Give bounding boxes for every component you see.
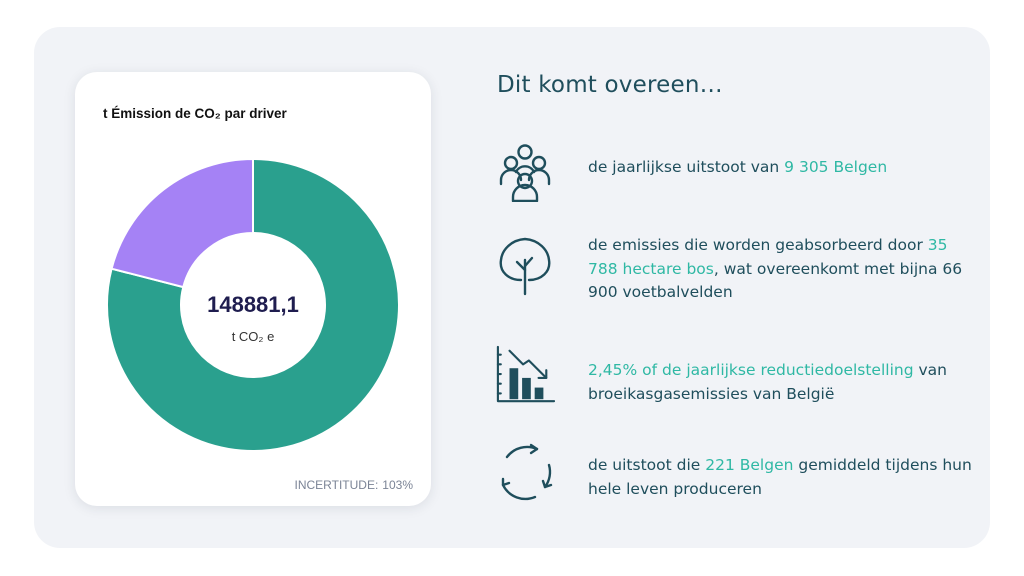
equivalent-item: de jaarlijkse uitstoot van 9 305 Belgen [495, 140, 975, 210]
equivalents-heading: Dit komt overeen… [497, 72, 723, 98]
total-unit: t CO₂ e [232, 329, 275, 344]
cycle-arrows-icon [501, 443, 553, 501]
total-value: 148881,1 [207, 292, 299, 317]
text-highlight: 35 788 hectare bos [588, 236, 948, 278]
donut-slice-2[interactable] [110, 157, 254, 289]
equivalent-text: 2,45% of de jaarlijkse reductiedoelstell… [588, 359, 975, 406]
text-part: , wat overeenkomt met bijna 66 900 voetb… [588, 259, 963, 302]
equivalent-text: de jaarlijkse uitstoot van 9 305 Belgen [588, 156, 887, 180]
chart-title: t Émission de CO₂ par driver [103, 106, 287, 121]
equivalent-text: de emissies die worden geabsorbeerd door… [588, 234, 975, 305]
equivalent-item: 2,45% of de jaarlijkse reductiedoelstell… [495, 345, 975, 415]
uncertainty-note: INCERTITUDE: 103% [295, 478, 418, 492]
text-part: de emissies die worden geabsorbeerd door [588, 236, 928, 254]
uncertainty-value: 103% [382, 478, 413, 492]
equivalent-item: de emissies die worden geabsorbeerd door… [495, 232, 975, 302]
text-part: gemiddeld tijdens hun hele leven produce… [588, 456, 972, 498]
uncertainty-label: INCERTITUDE: [294, 478, 379, 492]
emissions-chart-card: t Émission de CO₂ par driver 148881,1 t … [75, 72, 431, 506]
text-part: de jaarlijkse uitstoot van [588, 158, 785, 176]
text-part: van broeikasgasemissies van België [588, 361, 947, 403]
text-highlight: 221 Belgen [705, 456, 794, 474]
equivalent-text: de uitstoot die 221 Belgen gemiddeld tij… [588, 454, 975, 501]
text-highlight: 2,45% of de jaarlijkse reductiedoelstell… [588, 361, 914, 379]
equivalent-item: de uitstoot die 221 Belgen gemiddeld tij… [495, 440, 975, 510]
text-part: de uitstoot die [588, 456, 706, 474]
donut-chart: 148881,1 t CO₂ e [106, 157, 400, 452]
tree-icon [499, 237, 551, 296]
declining-bar-chart-icon [496, 345, 555, 403]
donut-slice-1[interactable] [106, 157, 400, 452]
people-group-icon [499, 144, 551, 202]
text-highlight: 9 305 Belgen [784, 158, 888, 176]
